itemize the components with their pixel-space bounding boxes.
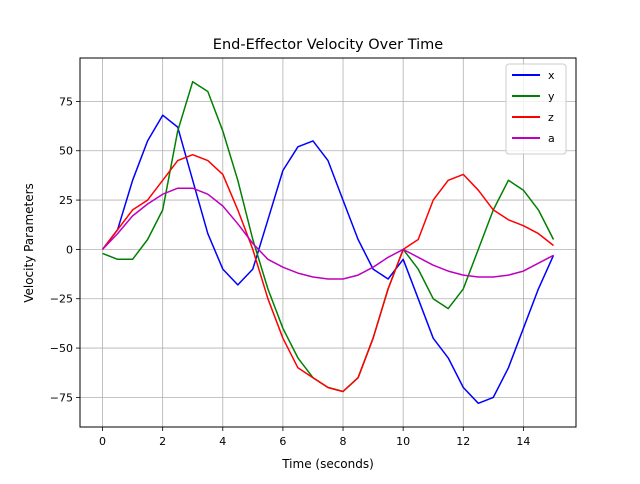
x-axis-label: Time (seconds) xyxy=(281,457,374,471)
y-tick-label: −75 xyxy=(50,391,73,404)
y-tick-label: −50 xyxy=(50,342,73,355)
y-tick-label: 0 xyxy=(66,243,73,256)
y-tick-label: 50 xyxy=(59,145,73,158)
x-tick-label: 10 xyxy=(396,435,410,448)
y-tick-label: 75 xyxy=(59,95,73,108)
series-line-x xyxy=(101,114,555,405)
legend-box xyxy=(505,63,567,155)
legend-label-a: a xyxy=(548,132,555,145)
x-tick-label: 2 xyxy=(159,435,166,448)
x-axis-ticks: 0 2 4 6 8 10 12 14 xyxy=(99,427,530,448)
x-tick-label: 0 xyxy=(99,435,106,448)
y-tick-label: 25 xyxy=(59,194,73,207)
series-layer xyxy=(101,80,555,405)
y-axis-ticks: −75 −50 −25 0 25 50 75 xyxy=(50,95,80,404)
x-tick-label: 6 xyxy=(279,435,286,448)
legend-label-x: x xyxy=(548,69,555,82)
legend-label-z: z xyxy=(548,111,554,124)
series-line-a xyxy=(101,187,554,280)
series-line-z xyxy=(101,153,554,393)
y-tick-label: −25 xyxy=(50,293,73,306)
x-tick-label: 14 xyxy=(516,435,530,448)
legend-label-y: y xyxy=(548,90,555,103)
x-tick-label: 12 xyxy=(456,435,470,448)
chart-title: End-Effector Velocity Over Time xyxy=(213,37,444,53)
y-axis-label: Velocity Parameters xyxy=(22,183,36,303)
plot-frame xyxy=(79,57,577,428)
x-tick-label: 8 xyxy=(340,435,347,448)
x-tick-label: 4 xyxy=(219,435,226,448)
